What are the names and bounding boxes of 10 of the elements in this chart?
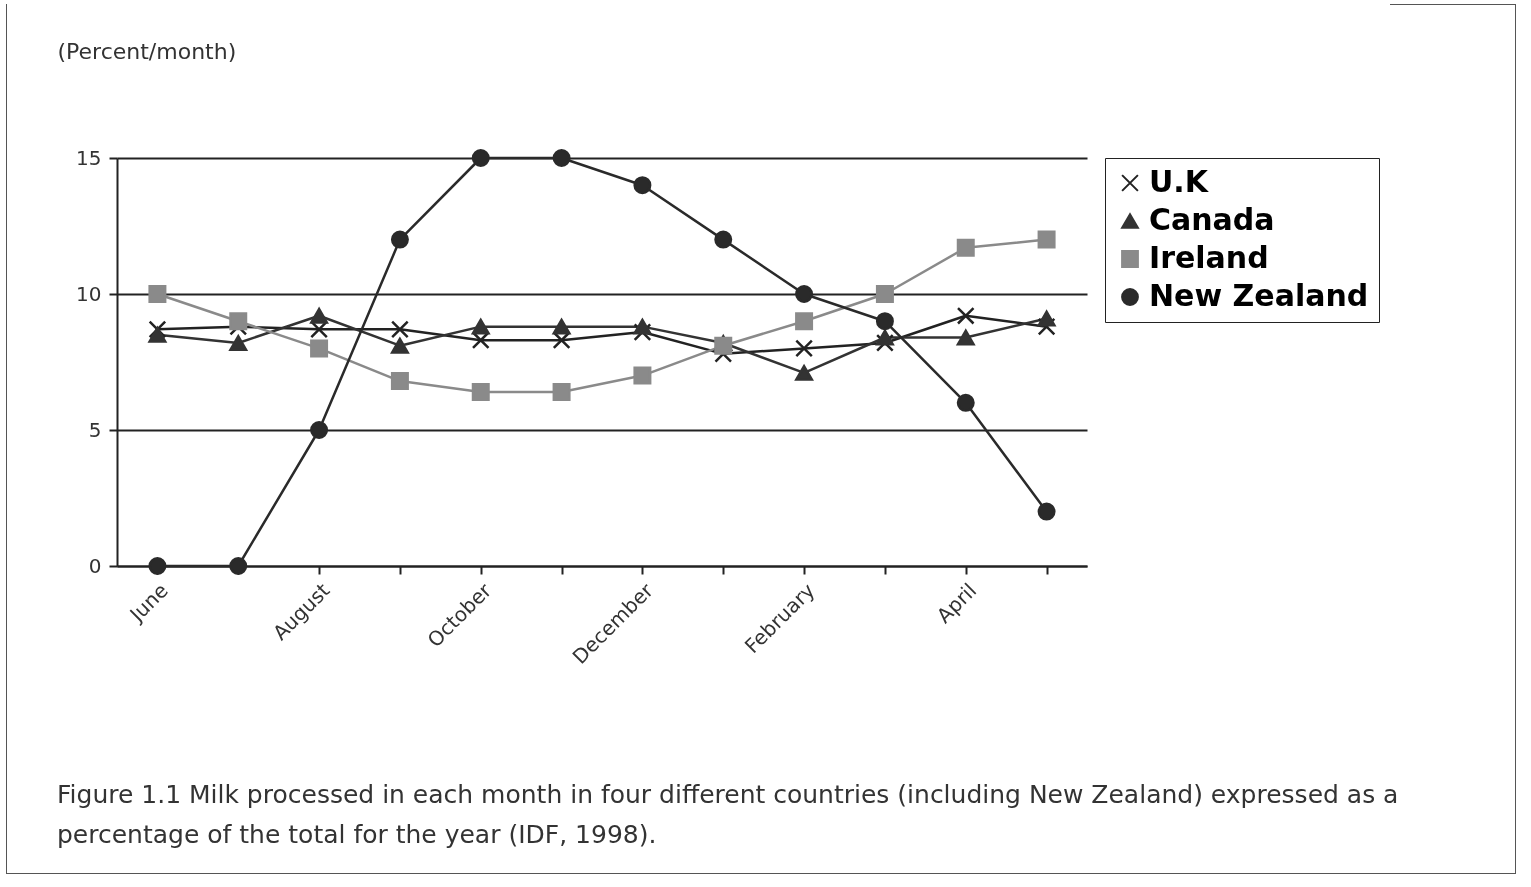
y-tick-label: 0 (88, 553, 102, 578)
y-tick-label: 10 (76, 281, 102, 306)
y-tick-label: 15 (76, 145, 102, 170)
legend-label: Ireland (1149, 240, 1269, 275)
y-axis-title: (Percent/month) (57, 38, 237, 64)
legend-label: U.K (1149, 164, 1210, 199)
legend-label: Canada (1149, 202, 1275, 237)
caption: Figure 1.1 Milk processed in each month in four different countries (including New Zealand) expressed as a percentage of the total for the year (IDF, 1998). (57, 779, 1400, 851)
legend-label: New Zealand (1149, 278, 1369, 313)
y-tick-label: 5 (88, 417, 102, 442)
